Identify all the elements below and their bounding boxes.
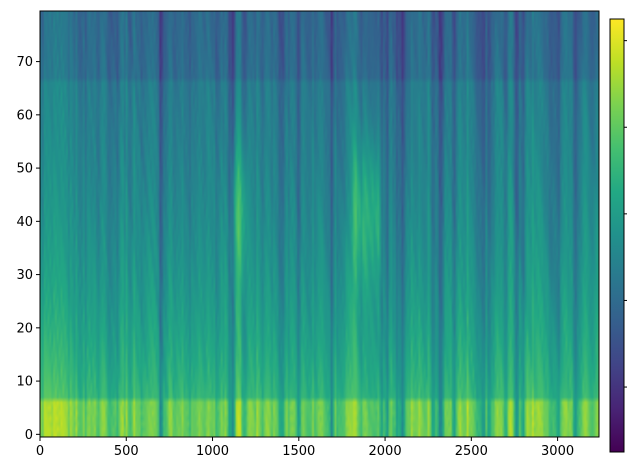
spectrogram-heatmap xyxy=(40,11,599,437)
y-tick-label: 20 xyxy=(16,321,33,336)
y-tick-label: 30 xyxy=(16,268,33,283)
y-tick-label: 40 xyxy=(16,215,33,230)
x-tick-label: 1000 xyxy=(196,444,229,459)
y-tick-label: 10 xyxy=(16,375,33,390)
x-tick-label: 3000 xyxy=(541,444,574,459)
x-tick-label: 500 xyxy=(114,444,139,459)
x-tick-label: 2500 xyxy=(455,444,488,459)
y-tick-label: 60 xyxy=(16,108,33,123)
x-tick-label: 0 xyxy=(36,444,44,459)
x-tick-label: 1500 xyxy=(282,444,315,459)
y-tick-label: 50 xyxy=(16,162,33,177)
colorbar xyxy=(610,19,624,452)
y-tick-label: 70 xyxy=(16,55,33,70)
y-tick-label: 0 xyxy=(25,428,33,443)
y-axis: 0 10 20 30 40 50 60 70 xyxy=(16,55,40,443)
colorbar-frame xyxy=(609,18,625,453)
colorbar-ticks xyxy=(624,40,627,388)
x-tick-label: 2000 xyxy=(369,444,402,459)
plot-frame xyxy=(39,10,600,438)
heatmap-image xyxy=(40,11,599,437)
x-axis: 0 500 1000 1500 2000 2500 3000 xyxy=(36,437,574,459)
